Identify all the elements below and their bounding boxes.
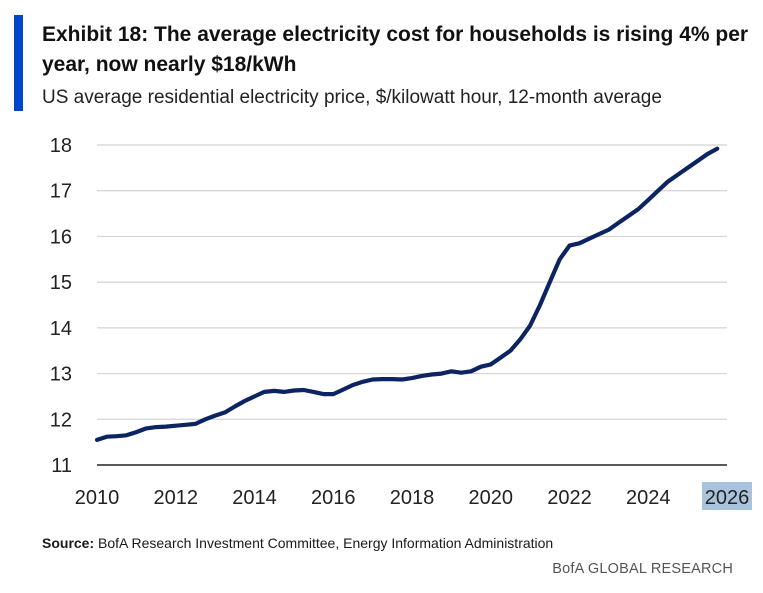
brand-footer: BofA GLOBAL RESEARCH xyxy=(552,561,733,577)
y-tick-label: 12 xyxy=(50,409,72,431)
x-tick-label: 2024 xyxy=(626,487,671,509)
x-tick-label: 2026 xyxy=(705,487,750,509)
series-line xyxy=(94,146,720,442)
chart-subtitle: US average residential electricity price… xyxy=(42,87,662,108)
line-chart: 11 12 13 14 15 16 17 18 2010 2012 2014 2016 2018 2020… xyxy=(50,135,752,510)
y-tick-label: 13 xyxy=(50,364,72,386)
chart-title: Exhibit 18: The average electricity cost… xyxy=(42,23,749,76)
source-note: Source: BofA Research Investment Committ… xyxy=(42,535,553,551)
source-text: BofA Research Investment Committee, Ener… xyxy=(98,535,554,551)
x-tick-label: 2022 xyxy=(547,487,592,509)
x-tick-label: 2010 xyxy=(75,487,120,509)
source-label: Source: xyxy=(42,535,95,551)
y-tick-label: 18 xyxy=(50,135,72,157)
y-tick-label: 15 xyxy=(50,272,72,294)
x-tick-highlight xyxy=(702,482,752,510)
x-tick-label: 2020 xyxy=(469,487,514,509)
y-tick-label: 17 xyxy=(50,181,72,203)
y-tick-label: 11 xyxy=(51,455,72,477)
x-tick-label: 2016 xyxy=(311,487,356,509)
x-tick-label: 2018 xyxy=(390,487,435,509)
x-tick-label: 2012 xyxy=(154,487,199,509)
x-tick-label: 2014 xyxy=(232,487,277,509)
accent-bar xyxy=(14,15,23,111)
y-tick-label: 14 xyxy=(50,318,72,340)
y-tick-label: 16 xyxy=(50,226,72,248)
